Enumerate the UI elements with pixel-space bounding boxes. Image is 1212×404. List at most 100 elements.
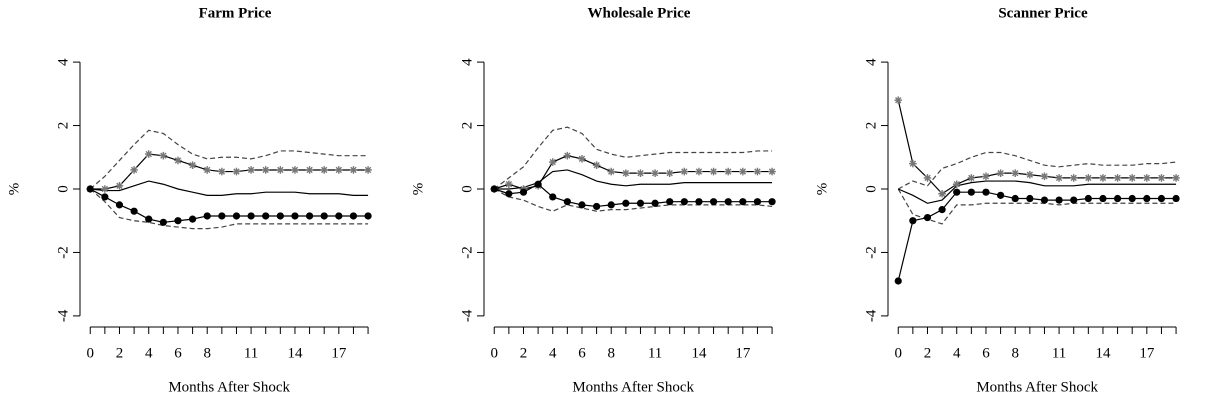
point-marker: [651, 169, 659, 177]
point-marker: [1157, 194, 1166, 203]
point-marker: [665, 169, 674, 177]
point-marker: [607, 201, 615, 209]
point-marker: [1055, 174, 1063, 182]
point-marker: [1026, 194, 1034, 203]
point-marker: [159, 151, 168, 160]
y-tick-label: -2: [55, 246, 71, 259]
point-marker: [174, 156, 182, 165]
x-tick-label: 11: [1052, 345, 1066, 361]
point-marker: [291, 212, 299, 220]
x-tick-label: 14: [691, 345, 707, 361]
point-marker: [739, 198, 747, 206]
point-marker: [364, 212, 372, 220]
y-tick-label: 4: [55, 58, 71, 66]
point-marker: [592, 161, 601, 170]
x-tick-label: 17: [735, 345, 751, 361]
point-marker: [909, 159, 917, 168]
point-marker: [305, 166, 314, 174]
point-marker: [739, 167, 747, 176]
point-marker: [1113, 194, 1122, 203]
point-marker: [490, 185, 498, 193]
point-marker: [1026, 170, 1034, 179]
point-marker: [1172, 194, 1180, 203]
point-marker: [130, 166, 138, 174]
x-tick-label: 0: [894, 345, 902, 361]
point-marker: [364, 166, 372, 174]
point-marker: [768, 167, 776, 176]
series-line: [89, 129, 369, 190]
point-marker: [768, 198, 776, 206]
point-marker: [1069, 174, 1078, 182]
point-marker: [101, 185, 109, 193]
chart-title: Wholesale Price: [588, 5, 691, 21]
y-tick-label: -2: [863, 246, 879, 259]
x-tick-label: 8: [203, 345, 211, 361]
y-tick-label: 4: [863, 58, 879, 66]
x-tick-label: 6: [578, 345, 586, 361]
x-tick-label: 14: [1095, 345, 1111, 361]
point-marker: [505, 180, 513, 189]
point-marker: [709, 167, 718, 176]
x-tick-label: 6: [174, 345, 182, 361]
point-marker: [953, 188, 961, 196]
series-line: [493, 126, 773, 190]
point-marker: [967, 188, 975, 196]
series-line: [897, 151, 1177, 190]
series-line: [493, 188, 773, 212]
point-marker: [894, 277, 902, 285]
point-marker: [894, 96, 903, 104]
point-marker: [534, 180, 542, 188]
point-marker: [1070, 196, 1078, 204]
panel: Farm Price% Months After Shock -4 -2 0 2 4 0 2 4 6…: [6, 5, 372, 395]
point-marker: [753, 167, 762, 176]
point-marker: [101, 193, 109, 201]
point-marker: [349, 166, 358, 174]
y-tick-label: 2: [863, 122, 879, 130]
point-marker: [159, 218, 167, 226]
series-line: [897, 180, 1177, 204]
y-tick-label: 2: [55, 122, 71, 130]
point-marker: [232, 212, 241, 220]
point-marker: [636, 169, 645, 177]
point-marker: [1113, 174, 1122, 182]
point-marker: [938, 189, 946, 198]
series-line: [897, 188, 1177, 225]
x-tick-label: 14: [287, 345, 303, 361]
y-tick-label: 0: [459, 185, 475, 193]
x-tick-label: 2: [116, 345, 124, 361]
x-tick-label: 4: [145, 345, 153, 361]
point-marker: [115, 201, 124, 209]
y-tick-label: 0: [863, 185, 879, 193]
point-marker: [1172, 174, 1180, 182]
y-axis-label: %: [6, 183, 22, 196]
point-marker: [636, 199, 645, 207]
x-tick-label: 4: [549, 345, 557, 361]
chart-title: Scanner Price: [998, 5, 1088, 21]
point-marker: [1143, 174, 1151, 182]
point-marker: [563, 198, 571, 206]
point-marker: [1143, 194, 1151, 203]
point-marker: [203, 212, 211, 220]
y-tick-label: -2: [459, 246, 475, 259]
y-tick-label: 4: [459, 58, 475, 66]
point-marker: [695, 198, 703, 206]
point-marker: [262, 212, 270, 220]
x-tick-label: 11: [648, 345, 662, 361]
point-marker: [115, 182, 124, 190]
point-marker: [1099, 174, 1107, 182]
x-tick-label: 4: [953, 345, 961, 361]
point-marker: [680, 198, 688, 206]
point-marker: [349, 212, 358, 220]
point-marker: [548, 158, 557, 166]
x-tick-label: 0: [490, 345, 498, 361]
point-marker: [174, 217, 182, 225]
x-axis-label: Months After Shock: [572, 379, 694, 395]
x-tick-label: 17: [331, 345, 347, 361]
point-marker: [232, 167, 241, 176]
point-marker: [320, 212, 328, 220]
point-marker: [938, 206, 946, 214]
y-tick-label: -4: [459, 309, 475, 322]
point-marker: [335, 166, 343, 174]
point-marker: [1128, 194, 1136, 203]
point-marker: [188, 215, 197, 223]
